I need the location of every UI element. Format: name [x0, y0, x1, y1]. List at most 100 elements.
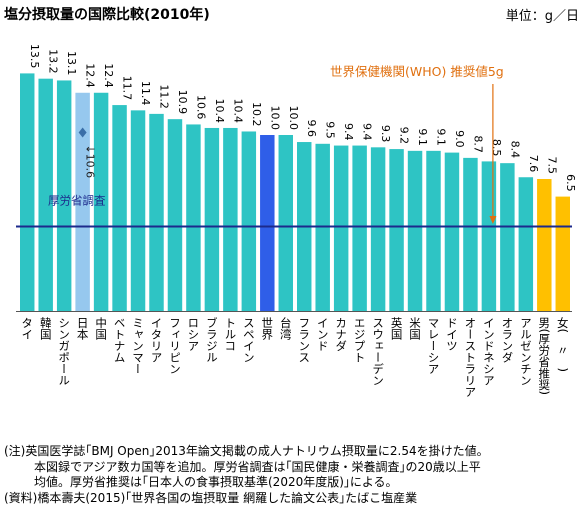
bar: [204, 127, 220, 312]
chart-title: 塩分摂取量の国際比較(2010年): [4, 7, 210, 23]
value-label: 7.5: [545, 157, 558, 175]
value-label: 8.7: [471, 135, 484, 153]
bar: [426, 150, 441, 311]
unit-label: 単位：g／日: [505, 9, 579, 24]
category-label: インドネシア: [482, 317, 496, 386]
category-label: カナダ: [334, 317, 348, 352]
value-label: 8.4: [508, 141, 521, 159]
category-label: オランダ: [500, 317, 514, 363]
bar: [278, 135, 293, 311]
value-label: 9.4: [342, 123, 355, 141]
bar: [112, 105, 127, 311]
value-label: 10.0: [268, 106, 281, 131]
bar: [167, 119, 183, 311]
bar: [130, 110, 146, 311]
category-label: 米国: [408, 317, 422, 341]
value-label: 10.4: [231, 98, 244, 123]
bar: [149, 113, 164, 311]
value-label: 8.5: [490, 139, 503, 157]
value-label: 9.2: [398, 127, 411, 145]
who-label: 世界保健機関(WHO) 推奨値5g: [330, 64, 504, 79]
category-label: マレーシア: [427, 317, 441, 375]
bar: [333, 145, 349, 311]
bar: [481, 161, 497, 311]
value-label: 12.4: [102, 63, 115, 88]
value-label: 9.3: [379, 125, 392, 143]
category-label: 台湾: [279, 316, 293, 341]
bar: [389, 149, 404, 311]
category-label: フランス: [297, 317, 311, 363]
bar-chart: 13.5 タイ 13.2 韓国 13.1 シンガポール 12.4 日本 12.4 中国 11.7 ベト…: [16, 44, 577, 398]
bar: [518, 177, 534, 311]
value-label: 12.4: [84, 63, 97, 88]
bar: [260, 135, 275, 311]
category-label: オーストラリア: [463, 317, 477, 398]
value-label: 9.1: [416, 128, 429, 146]
value-label: 11.2: [158, 84, 171, 109]
value-label: 10.4: [213, 98, 226, 123]
category-label: 男(厚労省推奨): [537, 317, 551, 395]
bar: [186, 124, 201, 311]
category-label: 日本: [76, 317, 90, 341]
who-arrow-head: [489, 216, 497, 224]
category-label: インド: [316, 317, 330, 352]
value-label: 13.1: [65, 51, 78, 76]
value-label: 11.7: [121, 76, 134, 101]
category-label: 英国: [390, 316, 404, 341]
value-label: 9.0: [453, 130, 466, 148]
category-label: アルゼンチン: [519, 317, 533, 386]
survey-value-label: ↓10.6: [84, 144, 97, 178]
value-label: 10.9: [176, 90, 189, 115]
value-label: 13.2: [47, 49, 60, 74]
bar: [93, 92, 109, 311]
bar: [56, 80, 72, 311]
note-line: 本図録でアジア数カ国等を追加。厚労省調査は｢国民健康・栄養調査｣の20歳以上平: [34, 459, 481, 474]
value-label: 9.4: [361, 123, 374, 141]
category-label: イタリア: [150, 317, 164, 363]
diamond-marker: [78, 127, 87, 138]
value-label: 13.5: [28, 44, 41, 69]
value-label: 9.6: [305, 120, 318, 138]
category-label: スペイン: [242, 317, 256, 363]
bar: [223, 127, 238, 312]
category-label: 女( 〃 ): [556, 316, 570, 372]
category-label: エジプト: [353, 317, 367, 363]
bar: [555, 196, 570, 311]
bar: [241, 131, 257, 311]
note-line: 均値。厚労省推奨は｢日本人の食事摂取基準(2020年度版)｣による。: [34, 475, 398, 489]
category-label: シンガポール: [57, 317, 71, 386]
bar: [75, 92, 90, 311]
category-label: トルコ: [223, 317, 237, 352]
bar: [500, 163, 515, 311]
bar: [407, 150, 423, 311]
bar: [352, 145, 367, 311]
value-label: 11.4: [139, 81, 152, 106]
value-label: 10.6: [194, 95, 207, 120]
source-line: (資料)橋本壽夫(2015)｢世界各国の塩摂取量 網羅した論文公表｣たばこ塩産業: [4, 490, 418, 505]
value-label: 9.1: [435, 128, 448, 146]
survey-line-label: 厚労省調査: [48, 194, 106, 208]
value-label: 7.6: [527, 155, 540, 173]
category-label: ロシア: [186, 317, 200, 352]
value-label: 10.0: [287, 106, 300, 131]
category-label: 世界: [260, 317, 274, 341]
note-line: (注)英国医学誌｢BMJ Open｣2013年論文掲載の成人ナトリウム摂取量に2…: [4, 444, 489, 458]
category-label: ドイツ: [445, 317, 459, 352]
category-label: ベトナム: [113, 317, 127, 363]
category-label: スウェーデン: [371, 317, 385, 386]
bar: [444, 152, 460, 311]
category-label: ブラジル: [205, 316, 219, 363]
category-label: タイ: [20, 317, 34, 340]
category-label: 韓国: [39, 317, 53, 341]
category-label: 中国: [94, 317, 108, 341]
value-label: 10.2: [250, 102, 263, 127]
bar: [463, 157, 478, 311]
category-label: ミャンマー: [131, 317, 145, 375]
category-label: フィリピン: [168, 317, 182, 375]
notes: (注)英国医学誌｢BMJ Open｣2013年論文掲載の成人ナトリウム摂取量に2…: [4, 444, 584, 506]
bar: [38, 78, 53, 312]
value-label: 6.5: [564, 174, 577, 192]
value-label: 9.5: [324, 121, 337, 139]
bar: [537, 179, 552, 311]
bar: [20, 73, 35, 312]
